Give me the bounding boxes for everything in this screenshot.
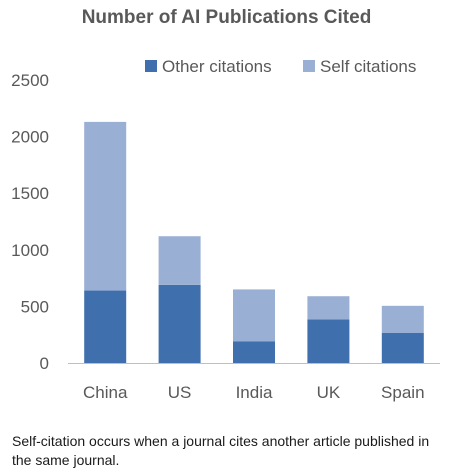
footnote-caption: Self-citation occurs when a journal cite… xyxy=(12,433,430,468)
y-tick-label: 0 xyxy=(40,354,49,373)
x-tick-label: Spain xyxy=(381,383,424,402)
bar-self-uk xyxy=(307,296,350,320)
y-tick-label: 2000 xyxy=(11,128,49,147)
bar-other-uk xyxy=(307,319,350,363)
bar-self-us xyxy=(158,236,201,285)
bar-other-india xyxy=(233,341,275,363)
y-tick-label: 500 xyxy=(21,297,49,316)
bars xyxy=(84,121,424,363)
chart-title: Number of AI Publications Cited xyxy=(81,7,372,28)
x-tick-label: China xyxy=(83,383,128,402)
bar-other-us xyxy=(158,284,201,363)
y-axis: 0 500 1000 1500 2000 2500 xyxy=(11,71,49,373)
x-tick-label: India xyxy=(236,383,273,402)
legend-label: Self citations xyxy=(320,57,416,76)
bar-other-china xyxy=(84,290,127,363)
bar-self-spain xyxy=(381,305,424,334)
x-axis: China US India UK Spain xyxy=(83,383,425,402)
bar-self-china xyxy=(84,121,127,291)
y-tick-label: 2500 xyxy=(11,71,49,90)
legend-label: Other citations xyxy=(162,57,272,76)
x-tick-label: US xyxy=(168,383,192,402)
y-tick-label: 1000 xyxy=(11,241,49,260)
x-tick-label: UK xyxy=(317,383,341,402)
y-tick-label: 1500 xyxy=(11,184,49,203)
legend: Other citations Self citations xyxy=(145,57,416,76)
bar-self-india xyxy=(233,289,275,342)
legend-swatch xyxy=(145,60,157,72)
legend-swatch xyxy=(303,60,315,72)
stacked-bar-chart: Other citations Self citations 0 500 1000 15… xyxy=(11,57,440,402)
bar-other-spain xyxy=(381,333,424,363)
